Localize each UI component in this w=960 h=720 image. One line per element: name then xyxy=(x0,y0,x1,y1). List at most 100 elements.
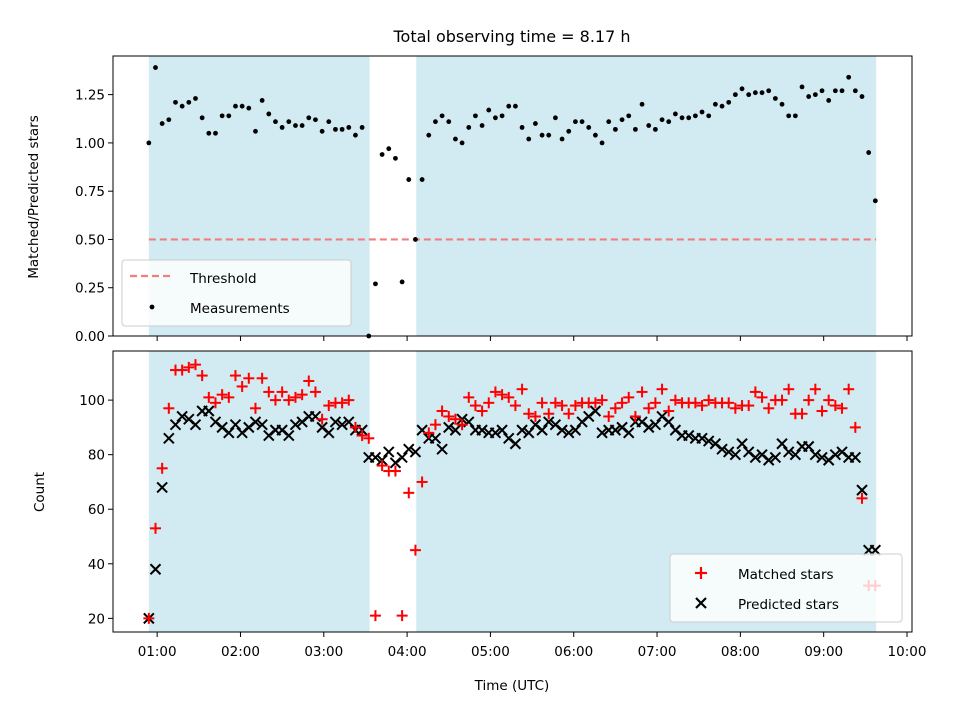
matched-star-marker xyxy=(349,421,361,433)
measurement-point xyxy=(253,128,258,134)
matched-star-marker xyxy=(376,460,388,472)
predicted-marker-stroke xyxy=(156,481,168,494)
measurement-point xyxy=(399,279,405,285)
top-ylabel: Matched/Predicted stars xyxy=(26,115,42,278)
predicted-marker-stroke xyxy=(203,405,215,417)
predicted-marker-stroke xyxy=(756,448,768,461)
predicted-marker-stroke xyxy=(316,421,328,434)
predicted-marker-stroke xyxy=(596,427,608,439)
matched-star-marker xyxy=(616,397,628,409)
predicted-marker-stroke xyxy=(223,427,235,439)
predicted-marker-stroke xyxy=(736,438,748,450)
predicted-star-marker xyxy=(476,424,488,436)
predicted-star-marker xyxy=(722,446,735,458)
measurement-point xyxy=(586,125,592,130)
measurement-point xyxy=(866,150,872,155)
measurement-point xyxy=(746,92,752,98)
measurement-point xyxy=(779,101,785,107)
chart-title: Total observing time = 8.17 h xyxy=(392,27,630,46)
y-tick-label: 1.25 xyxy=(75,88,105,104)
predicted-marker-stroke xyxy=(476,424,488,436)
matched-star-marker xyxy=(496,389,508,401)
predicted-marker-stroke xyxy=(722,446,735,458)
predicted-star-marker xyxy=(556,424,568,436)
matched-star-marker xyxy=(403,487,415,499)
measurement-point xyxy=(859,94,865,99)
matched-star-marker xyxy=(609,402,621,414)
matched-star-marker xyxy=(476,405,488,417)
matched-star-marker xyxy=(629,410,641,422)
measurement-point xyxy=(219,113,225,119)
y-tick-label: 0.75 xyxy=(75,184,105,200)
matched-star-marker xyxy=(463,391,475,403)
axes-frame xyxy=(112,350,913,633)
predicted-star-marker xyxy=(809,448,822,461)
predicted-star-marker xyxy=(829,448,842,461)
matched-star-marker xyxy=(143,612,155,624)
predicted-star-marker xyxy=(343,416,355,428)
measurement-point xyxy=(479,123,485,128)
predicted-star-marker xyxy=(729,448,742,461)
matched-star-marker xyxy=(809,383,821,395)
measurement-point xyxy=(386,146,392,152)
measurement-point xyxy=(333,126,338,132)
x-tick-label: 07:00 xyxy=(638,644,677,660)
measurement-point xyxy=(173,99,178,105)
measurement-point xyxy=(379,152,385,157)
matched-star-marker xyxy=(516,383,528,395)
measurement-point xyxy=(626,113,632,119)
predicted-star-marker xyxy=(563,427,575,439)
measurement-point xyxy=(506,103,512,109)
legend-measurements-label: Measurements xyxy=(190,301,290,317)
predicted-marker-stroke xyxy=(183,413,195,425)
measurement-point xyxy=(826,98,832,103)
predicted-star-marker xyxy=(169,418,182,431)
matched-star-marker xyxy=(363,432,375,444)
predicted-star-marker xyxy=(223,427,235,439)
measurement-point xyxy=(266,111,272,117)
predicted-marker-stroke xyxy=(802,440,815,453)
predicted-star-marker xyxy=(176,410,188,423)
matched-star-marker xyxy=(149,522,161,534)
measurement-point xyxy=(293,123,298,128)
matched-star-marker xyxy=(296,389,308,401)
measurement-point xyxy=(846,74,852,80)
x-tick-label: 04:00 xyxy=(388,644,427,660)
matched-star-marker xyxy=(423,427,435,439)
predicted-star-marker xyxy=(596,427,608,439)
measurement-point xyxy=(772,96,778,101)
matched-star-marker xyxy=(309,386,321,398)
matched-star-marker xyxy=(356,430,368,442)
matched-star-marker xyxy=(563,408,575,420)
matched-star-marker xyxy=(656,383,668,395)
predicted-marker-stroke xyxy=(609,424,622,436)
matched-star-marker xyxy=(289,391,301,403)
predicted-marker-stroke xyxy=(569,424,582,436)
predicted-marker-stroke xyxy=(503,432,515,445)
matched-star-marker xyxy=(256,372,268,384)
measurement-point xyxy=(239,103,245,109)
count-panel: 20 40 60 80 100 01:00 02:00 03:00 04:00 05:00 06:0… xyxy=(32,350,926,694)
matched-star-marker xyxy=(436,405,448,417)
predicted-marker-stroke xyxy=(496,424,508,436)
measurement-point xyxy=(346,125,352,130)
predicted-marker-stroke xyxy=(549,418,562,431)
predicted-star-marker xyxy=(149,563,162,575)
measurement-point xyxy=(579,119,585,125)
predicted-star-marker xyxy=(383,446,395,458)
matched-star-marker xyxy=(483,397,495,409)
matched-star-marker xyxy=(523,408,535,420)
predicted-marker-stroke xyxy=(216,421,228,434)
measurement-point xyxy=(539,132,545,138)
observing-interval-1 xyxy=(416,56,877,336)
predicted-marker-stroke xyxy=(663,416,675,428)
predicted-marker-stroke xyxy=(683,429,695,442)
measurement-point xyxy=(306,115,312,121)
predicted-star-marker xyxy=(543,416,555,428)
measurement-point xyxy=(666,119,672,125)
predicted-marker-stroke xyxy=(323,427,335,439)
predicted-marker-stroke xyxy=(869,544,882,556)
matched-star-marker xyxy=(336,397,348,409)
matched-star-marker xyxy=(369,610,381,622)
predicted-star-marker xyxy=(762,454,775,466)
